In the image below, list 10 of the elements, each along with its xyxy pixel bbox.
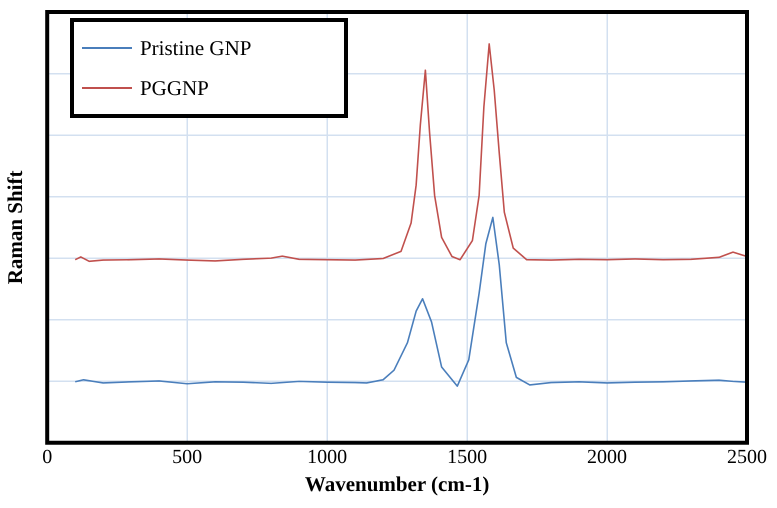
legend-label: PGGNP [140,76,209,100]
x-tick-label: 500 [172,446,202,468]
x-tick-label: 0 [42,446,52,468]
x-tick-label: 2000 [587,446,628,468]
y-axis-title: Raman Shift [3,170,28,284]
x-axis-title: Wavenumber (cm-1) [304,472,490,496]
legend-label: Pristine GNP [140,36,252,60]
x-tick-label: 1500 [447,446,488,468]
x-tick-label: 2500 [727,446,767,468]
x-tick-label: 1000 [307,446,348,468]
